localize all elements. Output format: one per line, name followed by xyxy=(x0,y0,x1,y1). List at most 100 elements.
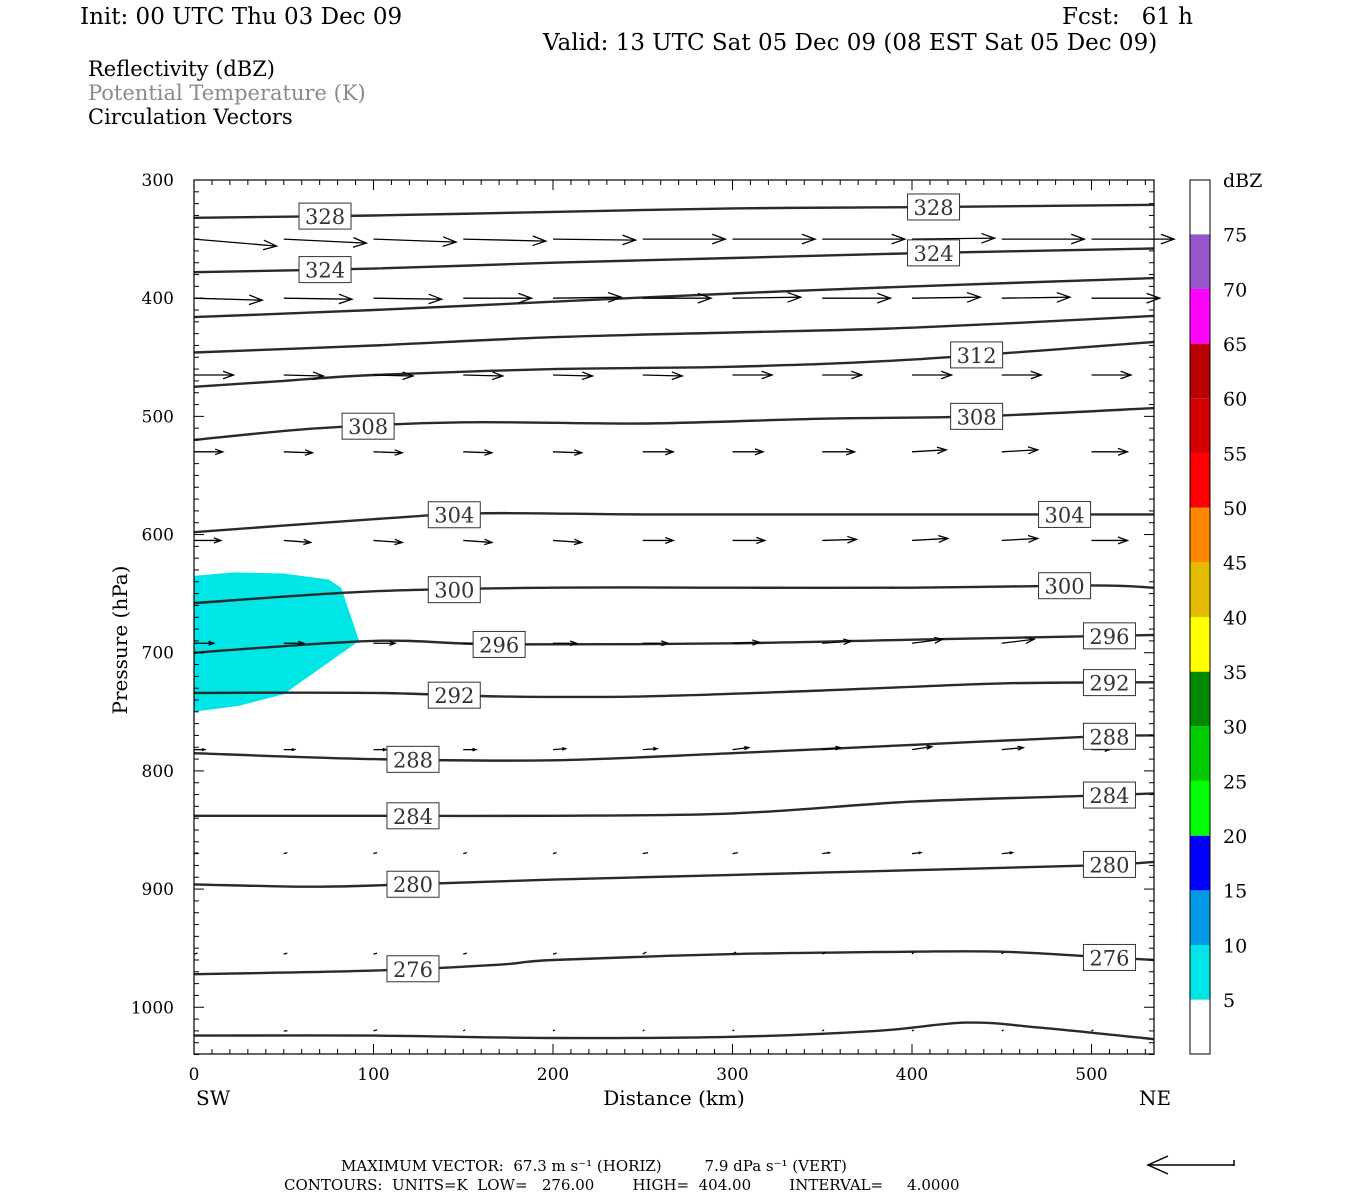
max-vector-note: MAXIMUM VECTOR: 67.3 m s⁻¹ (HORIZ) 7.9 d… xyxy=(341,1157,847,1175)
contour-label: 304 xyxy=(1045,503,1085,527)
vector-arrow xyxy=(373,640,397,646)
colorbar-label: 5 xyxy=(1223,990,1235,1012)
init-time: Init: 00 UTC Thu 03 Dec 09 xyxy=(80,4,403,30)
theta-contour-272 xyxy=(193,1021,1155,1041)
vector-arrow xyxy=(373,449,405,456)
contour-label: 288 xyxy=(393,748,433,772)
vector-arrow xyxy=(642,292,713,304)
vector-arrow xyxy=(553,640,579,647)
vector-arrow xyxy=(283,538,313,546)
contour-label: 308 xyxy=(348,415,388,439)
contour-label: 284 xyxy=(393,805,433,829)
vector-arrow xyxy=(1091,447,1130,456)
theta-contour-320 xyxy=(193,276,1155,319)
colorbar-swatch xyxy=(1190,616,1210,672)
vector-arrow xyxy=(911,232,997,244)
vector-arrow xyxy=(911,636,945,644)
vector-arrow xyxy=(1001,233,1087,245)
contour-label-box xyxy=(386,802,440,830)
theta-contour-280 xyxy=(193,860,1155,888)
contour-label: 296 xyxy=(479,633,519,657)
vector-arrow xyxy=(283,371,326,381)
vector-arrow xyxy=(463,538,494,546)
vector-arrow xyxy=(822,535,859,544)
vector-arrow xyxy=(463,449,494,456)
theta-contour-308 xyxy=(193,406,1155,442)
vector-arrow xyxy=(1001,951,1005,955)
vector-arrow xyxy=(552,1029,556,1032)
theta-contour-328 xyxy=(193,203,1155,219)
colorbar-label: 10 xyxy=(1223,935,1247,957)
colorbar-label: 15 xyxy=(1223,881,1247,903)
colorbar-label: 35 xyxy=(1223,662,1247,684)
colorbar: 5 10 15 20 25 30 35 40 45 50 55 60 65 70 75 dBZ xyxy=(1189,170,1262,1055)
vector-arrow xyxy=(463,747,478,752)
contour-label-box xyxy=(1082,943,1136,971)
vector-arrow xyxy=(822,851,832,855)
colorbar-label: 20 xyxy=(1223,826,1247,848)
colorbar-label: 70 xyxy=(1223,279,1247,301)
vector-arrow xyxy=(822,448,857,456)
contour-label-box xyxy=(386,745,440,773)
y-axis-label: Pressure (hPa) xyxy=(108,566,132,715)
vector-arrow xyxy=(194,537,223,544)
theta-contour-324 xyxy=(193,247,1155,274)
y-tick-label: 500 xyxy=(142,407,174,427)
contour-label-box xyxy=(472,630,526,658)
vector-arrow xyxy=(732,448,765,456)
x-tick-label: 500 xyxy=(1075,1065,1107,1085)
vector-arrow xyxy=(463,851,468,855)
vector-arrow xyxy=(822,370,864,380)
contour-label-box xyxy=(1038,500,1092,528)
y-tick-label: 900 xyxy=(142,880,174,900)
contour-label: 300 xyxy=(434,579,474,603)
reflectivity-area xyxy=(194,572,360,712)
vector-arrow xyxy=(1001,636,1036,644)
vector-arrow xyxy=(552,234,638,246)
vector-arrow xyxy=(732,536,767,545)
sw-label: SW xyxy=(196,1086,231,1110)
contour-label-box xyxy=(1082,622,1136,650)
contour-label: 284 xyxy=(1089,784,1129,808)
vector-arrow xyxy=(1091,1029,1094,1032)
vector-arrow xyxy=(1001,446,1040,455)
vector-arrow xyxy=(552,538,584,546)
ne-label: NE xyxy=(1139,1086,1171,1110)
colorbar-label: 45 xyxy=(1223,553,1247,575)
theta-contour-288 xyxy=(193,734,1155,762)
vector-arrow xyxy=(193,238,279,251)
colorbar-swatch xyxy=(1190,890,1210,945)
contour-label-box xyxy=(427,576,481,604)
legend-reflectivity: Reflectivity (dBZ) xyxy=(88,57,276,81)
axes: 0 100 200 300 400 500 300 400 500 600 700 800 900 100… xyxy=(131,171,1154,1085)
y-tick-label: 600 xyxy=(142,526,174,546)
vector-arrow xyxy=(732,851,739,855)
vector-arrow xyxy=(283,952,288,955)
vector-arrow xyxy=(911,1029,915,1032)
vector-arrow xyxy=(1091,536,1130,545)
vector-arrow xyxy=(821,951,827,955)
vector-arrow xyxy=(911,851,923,855)
vector-arrow xyxy=(1001,534,1040,544)
colorbar-frame xyxy=(1189,179,1211,1055)
colorbar-swatch xyxy=(1190,234,1210,289)
x-axis-label: Distance (km) xyxy=(603,1086,745,1110)
contour-label: 292 xyxy=(1089,672,1129,696)
vector-arrow xyxy=(463,292,534,304)
contour-label: 304 xyxy=(434,504,474,528)
legend-vectors: Circulation Vectors xyxy=(88,105,293,129)
vector-arrow xyxy=(642,371,685,381)
vector-arrow xyxy=(642,1029,645,1032)
vector-arrow xyxy=(822,745,843,751)
vector-arrow xyxy=(283,640,306,646)
vector-arrow xyxy=(642,851,649,855)
contour-label: 296 xyxy=(1089,625,1129,649)
vector-arrow xyxy=(373,851,378,855)
vector-arrow xyxy=(373,747,388,752)
x-tick-label: 200 xyxy=(537,1065,569,1085)
colorbar-swatch xyxy=(1190,945,1210,1000)
y-tick-label: 700 xyxy=(142,644,174,664)
colorbar-label: 25 xyxy=(1223,771,1247,793)
contour-label-box xyxy=(1038,572,1092,600)
contour-labels: 328 328 324 324 312 308 308 304 304 300 300 296 296 2… xyxy=(298,193,1136,983)
